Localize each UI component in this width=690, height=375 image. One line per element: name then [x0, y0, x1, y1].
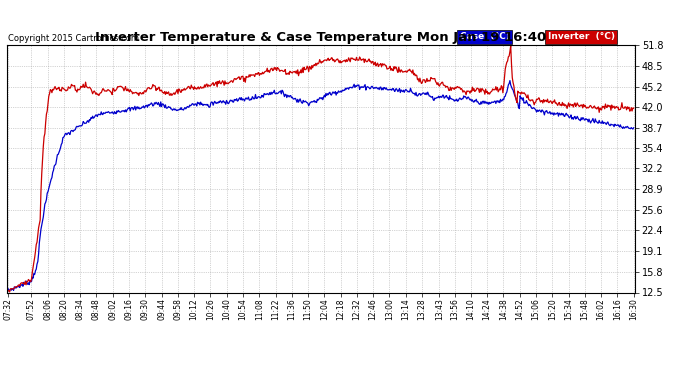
Text: Case  (°C): Case (°C): [460, 32, 509, 41]
Text: Copyright 2015 Cartronics.com: Copyright 2015 Cartronics.com: [8, 33, 139, 42]
Title: Inverter Temperature & Case Temperature Mon Jan 19 16:40: Inverter Temperature & Case Temperature …: [95, 31, 546, 44]
Text: Inverter  (°C): Inverter (°C): [548, 32, 615, 41]
